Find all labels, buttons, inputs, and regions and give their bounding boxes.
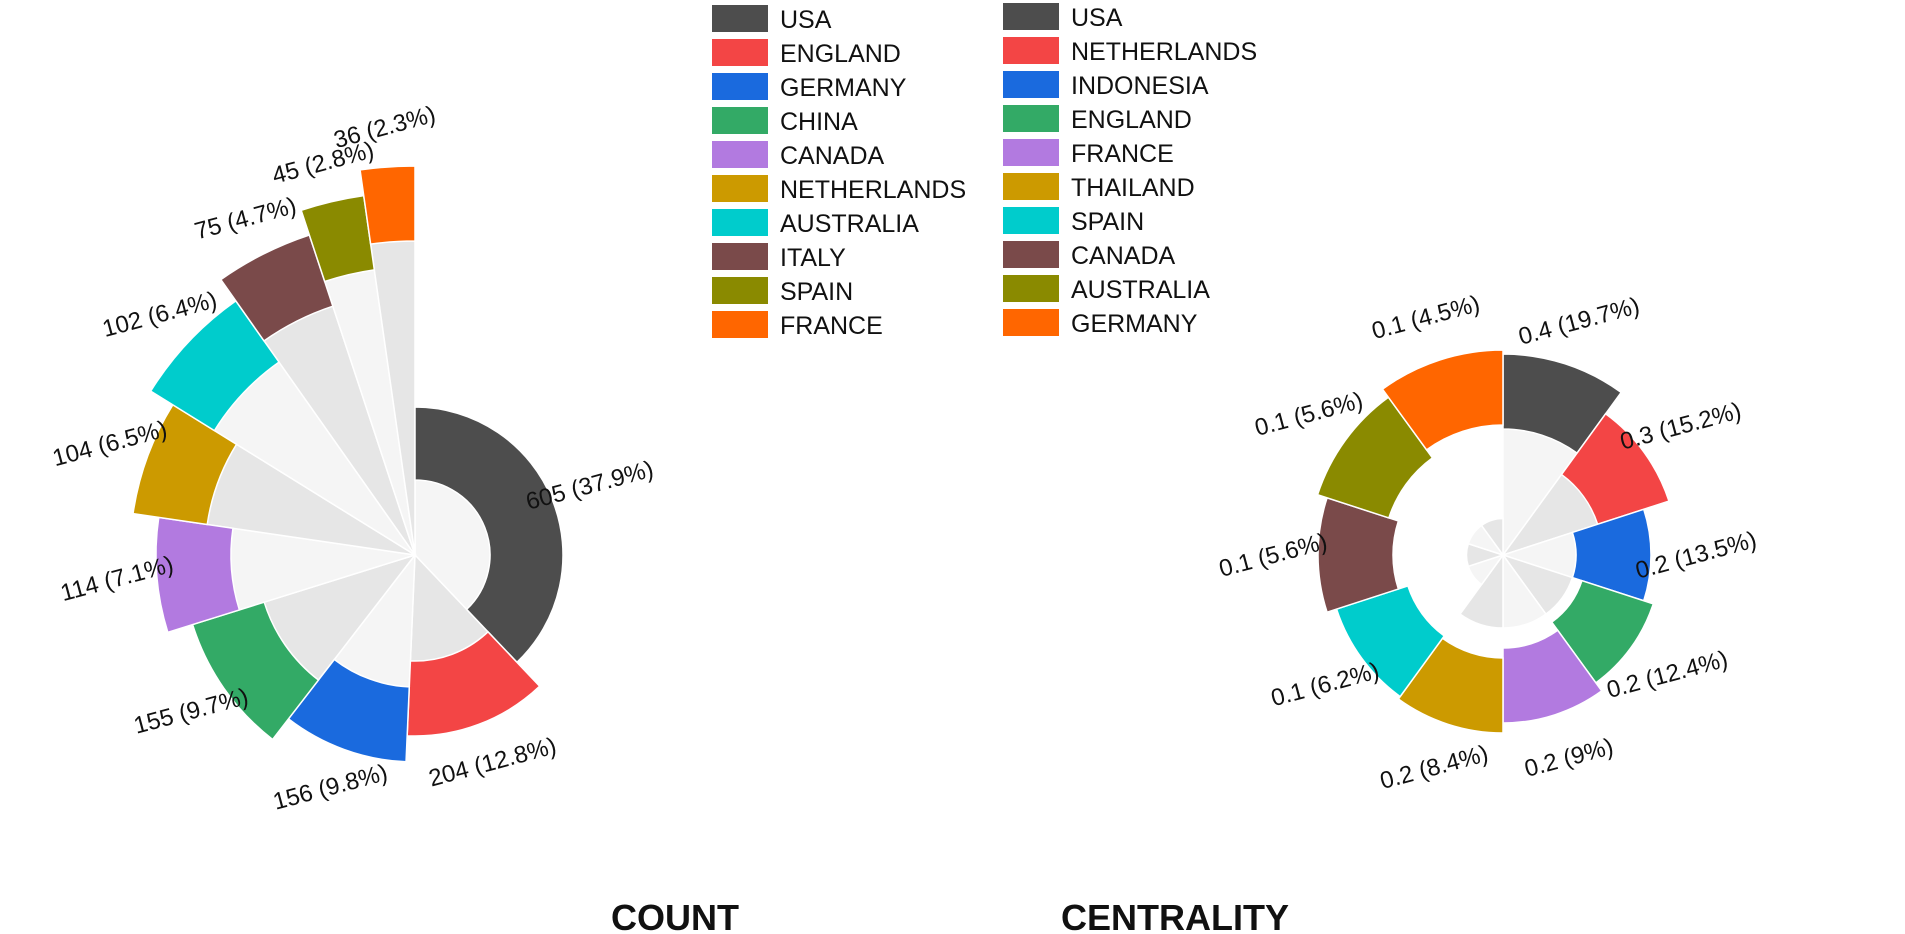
legend-2-swatch-usa — [1003, 3, 1059, 30]
count-data-label-italy: 75 (4.7%) — [192, 192, 300, 245]
count-data-label-germany: 156 (9.8%) — [270, 759, 390, 815]
centrality-data-label-indonesia: 0.2 (13.5%) — [1633, 526, 1760, 584]
legend-2-label-spain: SPAIN — [1071, 208, 1144, 236]
legend-2-swatch-spain — [1003, 207, 1059, 234]
legend-2-swatch-france — [1003, 139, 1059, 166]
legend-2-label-canada: CANADA — [1071, 242, 1176, 270]
centrality-background-wedge-germany — [1480, 517, 1504, 558]
legend-1-swatch-canada — [712, 141, 768, 168]
centrality-background-wedge-thailand — [1459, 552, 1504, 629]
count-data-label-canada: 114 (7.1%) — [58, 551, 177, 607]
legend-1-label-germany: GERMANY — [780, 74, 907, 102]
legend-2-label-usa: USA — [1071, 4, 1123, 32]
legend-2-swatch-canada — [1003, 241, 1059, 268]
legend-2-swatch-england — [1003, 105, 1059, 132]
count-chart-title: COUNT — [611, 897, 739, 934]
legend-1-label-england: ENGLAND — [780, 40, 901, 68]
count-bar-france — [359, 165, 416, 245]
centrality-bar-netherlands — [1560, 412, 1670, 526]
centrality-data-label-france: 0.2 (9%) — [1522, 733, 1617, 783]
legend-2-swatch-indonesia — [1003, 71, 1059, 98]
legend-1-swatch-netherlands — [712, 175, 768, 202]
centrality-data-label-germany: 0.1 (4.5%) — [1369, 290, 1483, 345]
centrality-bar-usa — [1502, 353, 1623, 455]
legend-1-swatch-spain — [712, 277, 768, 304]
centrality-legend: USA NETHERLANDS INDONESIA ENGLAND FRANCE THAI… — [1003, 3, 1257, 338]
count-data-label-china: 155 (9.7%) — [131, 683, 251, 739]
legend-1-swatch-italy — [712, 243, 768, 270]
count-data-label-england: 204 (12.8%) — [426, 732, 559, 792]
centrality-data-label-canada: 0.1 (5.6%) — [1216, 528, 1330, 583]
legend-2-label-thailand: THAILAND — [1071, 174, 1195, 202]
legend-1-swatch-usa — [712, 5, 768, 32]
legend-1-label-china: CHINA — [780, 108, 858, 136]
legend-1-swatch-germany — [712, 73, 768, 100]
legend-2-label-australia: AUSTRALIA — [1071, 276, 1210, 304]
legend-2-swatch-australia — [1003, 275, 1059, 302]
legend-1-swatch-france — [712, 311, 768, 338]
legend-1-label-france: FRANCE — [780, 312, 883, 340]
count-legend: USA ENGLAND GERMANY CHINA CANADA NETHERLANDS A… — [712, 5, 966, 340]
legend-2-label-indonesia: INDONESIA — [1071, 72, 1209, 100]
legend-1-label-netherlands: NETHERLANDS — [780, 176, 966, 204]
centrality-chart-title: CENTRALITY — [1061, 897, 1289, 934]
count-polar-chart: 605 (37.9%) 204 (12.8%) 156 (9.8%) 155 (9.7… — [50, 101, 657, 816]
legend-1-label-italy: ITALY — [780, 244, 846, 272]
legend-1-swatch-australia — [712, 209, 768, 236]
legend-1-swatch-china — [712, 107, 768, 134]
centrality-data-label-spain: 0.1 (6.2%) — [1268, 657, 1382, 712]
legend-2-swatch-netherlands — [1003, 37, 1059, 64]
legend-2-label-netherlands: NETHERLANDS — [1071, 38, 1257, 66]
legend-2-label-germany: GERMANY — [1071, 310, 1198, 338]
legend-1-label-australia: AUSTRALIA — [780, 210, 919, 238]
count-bar-usa — [414, 406, 564, 664]
legend-1-label-spain: SPAIN — [780, 278, 853, 306]
centrality-data-label-usa: 0.4 (19.7%) — [1516, 292, 1643, 350]
centrality-data-label-thailand: 0.2 (8.4%) — [1377, 740, 1491, 795]
legend-2-swatch-thailand — [1003, 173, 1059, 200]
centrality-bar-thailand — [1397, 637, 1504, 734]
legend-2-swatch-germany — [1003, 309, 1059, 336]
centrality-data-label-netherlands: 0.3 (15.2%) — [1617, 397, 1744, 455]
centrality-polar-chart: 0.4 (19.7%)0.3 (15.2%)0.2 (13.5%)0.2 (12… — [1216, 290, 1759, 795]
legend-2-label-france: FRANCE — [1071, 140, 1174, 168]
legend-1-swatch-england — [712, 39, 768, 66]
legend-1-label-canada: CANADA — [780, 142, 885, 170]
count-data-label-usa: 605 (37.9%) — [523, 456, 656, 516]
legend-1-label-usa: USA — [780, 6, 832, 34]
centrality-data-label-australia: 0.1 (5.6%) — [1252, 387, 1366, 442]
count-data-label-france: 36 (2.3%) — [331, 101, 439, 154]
legend-2-label-england: ENGLAND — [1071, 106, 1192, 134]
centrality-bar-germany — [1381, 349, 1504, 451]
